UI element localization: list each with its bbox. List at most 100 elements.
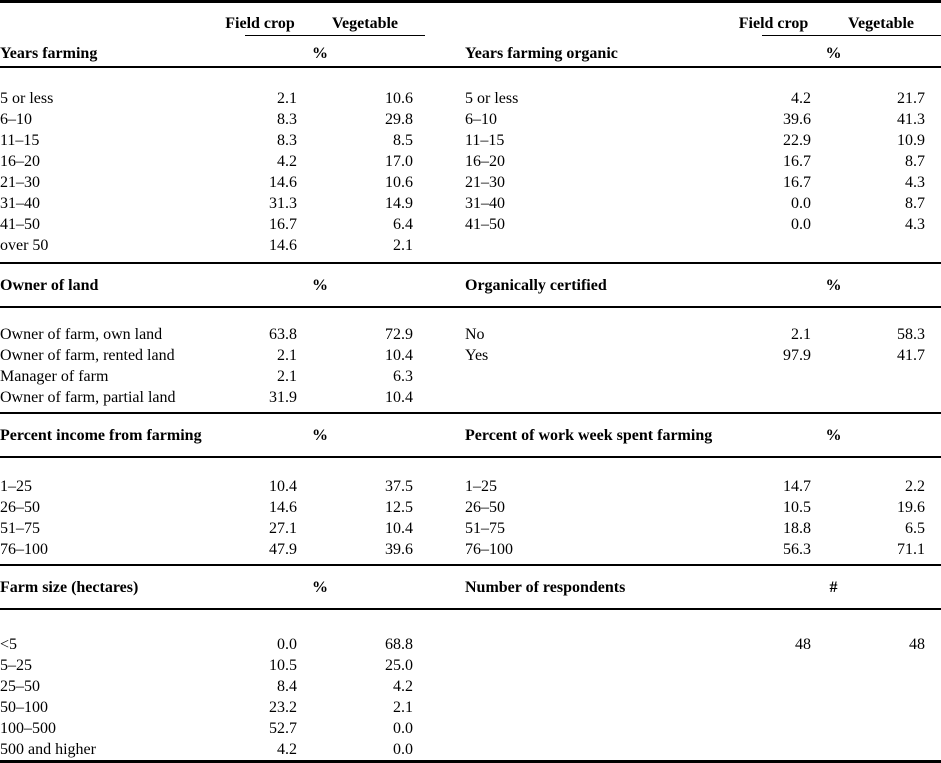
value-vegetable: 12.5: [385, 499, 413, 516]
value-vegetable: 48: [909, 636, 925, 653]
value-field-crop: 23.2: [269, 699, 297, 716]
value-field-crop: 10.4: [269, 478, 297, 495]
value-vegetable: 8.7: [905, 153, 925, 170]
organically-certified-rows: No 2.1 58.3 Yes 97.9 41.7: [465, 324, 941, 408]
row-label: Owner of farm, rented land: [0, 347, 175, 364]
row-label: [465, 634, 726, 655]
value-field-crop: 8.3: [277, 111, 297, 128]
respondents-rows: 48 48: [465, 634, 941, 760]
value-vegetable: 2.1: [393, 699, 413, 716]
value-vegetable: 10.6: [385, 174, 413, 191]
value-field-crop: 14.6: [269, 499, 297, 516]
value-vegetable: 0.0: [393, 720, 413, 737]
section-title-years-farming: Years farming: [0, 45, 98, 62]
value-vegetable: 29.8: [385, 111, 413, 128]
table-head-right: Field crop Vegetable Years farming organ…: [465, 3, 941, 66]
value-field-crop: 16.7: [783, 153, 811, 170]
col-header-field-crop: Field crop: [225, 15, 295, 32]
row-label: 21–30: [465, 174, 505, 191]
years-farming-organic-rows: 5 or less 4.2 21.7 6–10 39.6 41.3 11–15 …: [465, 88, 941, 256]
table-head: Field crop Vegetable Years farming % Fie…: [0, 0, 941, 68]
unit-label-percent: %: [825, 45, 842, 62]
value-vegetable: 2.2: [905, 478, 925, 495]
value-field-crop: 14.6: [269, 237, 297, 254]
value-field-crop: 48: [795, 636, 811, 653]
row-label: 31–40: [0, 195, 40, 212]
value-vegetable: 4.2: [393, 678, 413, 695]
row-label: 5 or less: [0, 90, 54, 107]
value-field-crop: 27.1: [269, 520, 297, 537]
value-field-crop: 10.5: [269, 657, 297, 674]
value-vegetable: 37.5: [385, 478, 413, 495]
value-vegetable: 6.4: [393, 216, 413, 233]
col-header-field-crop: Field crop: [738, 15, 809, 32]
value-vegetable: 0.0: [393, 741, 413, 758]
unit-label-percent: %: [312, 426, 328, 444]
row-label: 6–10: [465, 111, 497, 128]
value-field-crop: 16.7: [783, 174, 811, 191]
value-field-crop: 2.1: [277, 90, 297, 107]
row-label: 26–50: [0, 499, 40, 516]
value-vegetable: 68.8: [385, 636, 413, 653]
value-vegetable: 41.3: [897, 111, 925, 128]
value-field-crop: 31.9: [269, 389, 297, 406]
section-head-percent-income: Percent income from farming %: [0, 414, 425, 456]
value-field-crop: 31.3: [269, 195, 297, 212]
value-field-crop: 97.9: [783, 347, 811, 364]
value-field-crop: 0.0: [277, 636, 297, 653]
value-field-crop: 14.7: [783, 478, 811, 495]
row-label: 100–500: [0, 720, 56, 737]
value-vegetable: 72.9: [385, 326, 413, 343]
farm-size-rows: <5 0.0 68.8 5–25 10.5 25.0 25–50 8.4 4.2: [0, 634, 425, 760]
value-field-crop: 22.9: [783, 132, 811, 149]
value-field-crop: 8.3: [277, 132, 297, 149]
row-label: Yes: [465, 347, 489, 364]
row-label: 25–50: [0, 678, 40, 695]
row-label: 41–50: [465, 216, 505, 233]
row-label: 21–30: [0, 174, 40, 191]
value-field-crop: 16.7: [269, 216, 297, 233]
value-vegetable: 25.0: [385, 657, 413, 674]
value-field-crop: 8.4: [277, 678, 297, 695]
value-field-crop: 4.2: [277, 153, 297, 170]
value-field-crop: 63.8: [269, 326, 297, 343]
owner-of-land-rows: Owner of farm, own land 63.8 72.9 Owner …: [0, 324, 425, 408]
value-vegetable: 10.4: [385, 389, 413, 406]
value-field-crop: 52.7: [269, 720, 297, 737]
value-vegetable: 19.6: [897, 499, 925, 516]
row-label: 16–20: [465, 153, 505, 170]
section-title-respondents: Number of respondents: [465, 578, 626, 596]
value-vegetable: 10.9: [897, 132, 925, 149]
row-label: 11–15: [465, 132, 505, 149]
unit-label-count: #: [829, 578, 838, 596]
unit-label-percent: %: [312, 276, 328, 294]
value-field-crop: 47.9: [269, 541, 297, 558]
row-label: 1–25: [465, 478, 497, 495]
value-vegetable: 8.5: [393, 132, 413, 149]
value-vegetable: 8.7: [905, 195, 925, 212]
value-field-crop: 10.5: [783, 499, 811, 516]
column-group-rule: [245, 34, 425, 36]
section-head-owner-of-land: Owner of land %: [0, 264, 425, 306]
section-head-organically-certified: Organically certified %: [465, 264, 941, 306]
row-label: Manager of farm: [0, 368, 109, 385]
value-vegetable: 21.7: [897, 90, 925, 107]
section-body-2: Owner of farm, own land 63.8 72.9 Owner …: [0, 308, 941, 412]
value-vegetable: 6.5: [905, 520, 925, 537]
row-label: over 50: [0, 237, 49, 254]
section-title-owner-of-land: Owner of land: [0, 276, 99, 294]
section-title-farm-size: Farm size (hectares): [0, 578, 139, 596]
unit-label-percent: %: [825, 276, 842, 294]
table-head-left: Field crop Vegetable Years farming %: [0, 3, 425, 66]
value-vegetable: 4.3: [905, 174, 925, 191]
row-label: 51–75: [465, 520, 505, 537]
value-field-crop: 0.0: [791, 195, 811, 212]
value-vegetable: 2.1: [393, 237, 413, 254]
section-title-organically-certified: Organically certified: [465, 276, 607, 294]
section-body-4: <5 0.0 68.8 5–25 10.5 25.0 25–50 8.4 4.2: [0, 610, 941, 760]
row-label: 5–25: [0, 657, 32, 674]
section-head-farm-size: Farm size (hectares) %: [0, 566, 425, 608]
value-field-crop: 39.6: [783, 111, 811, 128]
value-vegetable: 10.4: [385, 347, 413, 364]
section-body-3: 1–25 10.4 37.5 26–50 14.6 12.5 51–75 27.…: [0, 458, 941, 564]
